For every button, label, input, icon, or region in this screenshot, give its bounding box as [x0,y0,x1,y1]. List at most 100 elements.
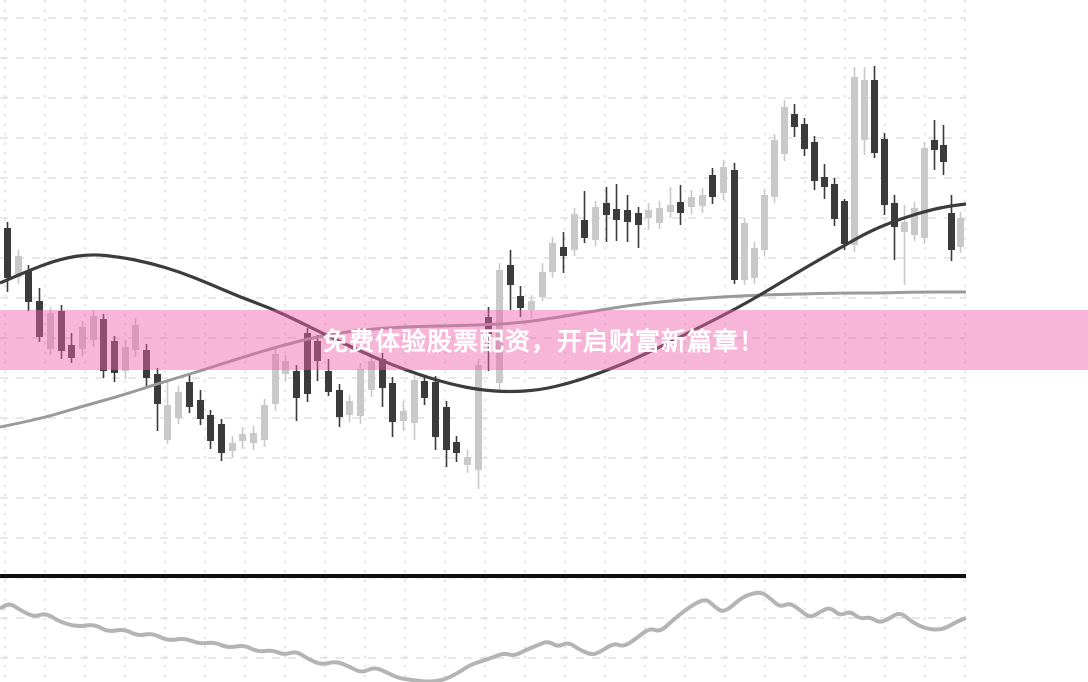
bear-candle [624,210,631,222]
bull-candle [250,433,257,443]
bull-candle [164,405,171,440]
bull-candle [357,369,364,416]
bear-candle [197,400,204,419]
bear-candle [68,345,75,358]
bull-candle [761,195,768,250]
bear-candle [186,382,193,407]
bull-candle [861,80,868,140]
bear-candle [304,333,311,394]
bear-candle [432,382,439,437]
bull-candle [771,140,778,197]
bull-candle [122,347,129,371]
bull-candle [282,361,289,374]
bear-candle [881,139,888,205]
bull-candle [957,218,964,247]
bear-candle [143,350,150,378]
bear-candle [940,145,947,162]
bear-candle [4,228,11,278]
bear-candle [25,271,32,302]
bear-candle [603,203,610,215]
bull-candle [132,325,139,350]
bear-candle [154,374,161,404]
bear-candle [931,140,938,150]
bull-candle [90,316,97,340]
bear-candle [336,390,343,417]
ma-line-dark [0,202,967,394]
bull-candle [751,248,758,278]
bull-candle [475,365,482,470]
bull-candle [496,270,503,383]
bull-candle [699,195,706,206]
bear-candle [100,319,107,371]
bear-candle [731,170,738,280]
bear-candle [613,209,620,220]
bull-candle [911,208,918,235]
candlestick-series [4,66,964,489]
bear-candle [379,359,386,388]
bull-candle [79,327,86,349]
bear-candle [821,177,828,187]
bull-candle [229,443,236,451]
bear-candle [111,341,118,373]
bull-candle [667,205,674,212]
bear-candle [507,265,514,285]
bull-candle [528,301,535,310]
bull-candle [741,223,748,280]
bear-candle [891,203,898,227]
bull-candle [272,354,279,404]
bear-candle [831,184,838,219]
bull-candle [921,148,928,238]
bull-candle [645,210,652,218]
bear-candle [207,415,214,441]
bull-candle [400,411,407,421]
bear-candle [801,124,808,149]
bear-candle [485,317,492,337]
bear-candle [293,371,300,398]
bull-candle [411,380,418,423]
bull-candle [781,107,788,154]
bear-candle [443,407,450,450]
bear-candle [36,301,43,337]
bear-candle [581,220,588,238]
bull-candle [15,256,22,277]
bear-candle [677,202,684,213]
bear-candle [325,371,332,392]
bull-candle [175,392,182,418]
bear-candle [389,383,396,422]
bull-candle [688,197,695,207]
bear-candle [560,247,567,256]
bull-candle [851,77,858,245]
bear-candle [791,114,798,127]
bull-candle [346,401,353,415]
bear-candle [58,311,65,351]
bull-candle [539,272,546,297]
indicator-line [0,590,967,682]
bull-candle [592,207,599,240]
bear-candle [218,424,225,453]
bear-candle [948,213,955,250]
bull-candle [47,313,54,349]
bull-candle [368,361,375,390]
grid-lines [0,0,966,682]
bear-candle [871,80,878,153]
bull-candle [571,214,578,250]
bull-candle [464,457,471,465]
ma-line-gray [0,290,966,429]
bear-candle [517,296,524,308]
bull-candle [901,222,908,232]
bear-candle [421,381,428,398]
bull-candle [261,405,268,440]
bear-candle [811,142,818,181]
promo-banner[interactable]: 免费体验股票配资，开启财富新篇章！ [0,310,1088,370]
bull-candle [720,167,727,193]
bull-candle [549,243,556,272]
bull-candle [656,208,663,223]
promo-banner-text: 免费体验股票配资，开启财富新篇章！ [322,328,765,356]
panel-separator-line [0,574,966,578]
bear-candle [841,201,848,244]
bear-candle [709,175,716,197]
bull-candle [239,434,246,441]
bear-candle [453,442,460,453]
